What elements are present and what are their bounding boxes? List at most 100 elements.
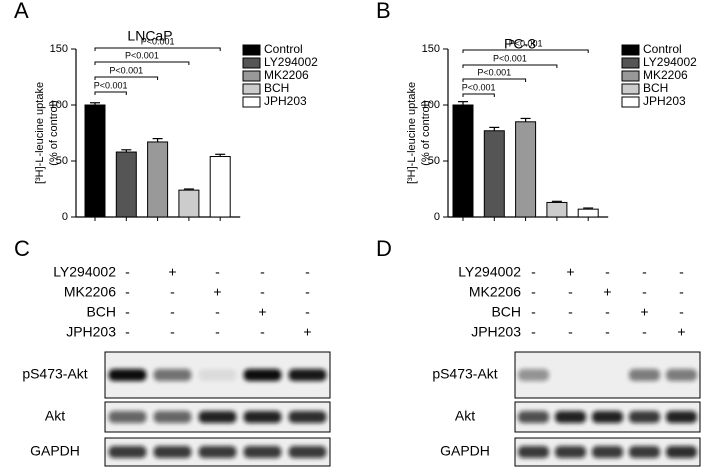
treatment-sign: +	[303, 324, 311, 340]
blot-band	[198, 411, 237, 423]
blot-band	[108, 369, 147, 381]
treatment-sign: -	[568, 304, 573, 320]
legend-swatch	[242, 70, 261, 82]
legend-label: LY294002	[264, 55, 318, 69]
blot-label: GAPDH	[30, 443, 80, 459]
legend-label: JPH203	[643, 94, 686, 108]
bar	[115, 151, 137, 218]
treatment-sign: -	[125, 264, 130, 280]
blot-band	[288, 411, 327, 423]
legend-label: JPH203	[264, 94, 307, 108]
legend-label: LY294002	[643, 55, 697, 69]
blot-band	[108, 411, 147, 423]
blot-band	[517, 446, 550, 458]
blot-band	[665, 411, 698, 423]
bar	[515, 121, 537, 218]
bar	[209, 156, 231, 218]
treatment-label: MK2206	[469, 284, 521, 300]
blot-band	[628, 446, 661, 458]
treatment-sign: -	[260, 324, 265, 340]
significance-bracket	[94, 76, 159, 80]
treatment-label: LY294002	[53, 264, 116, 280]
y-tick-label: 0	[62, 211, 68, 223]
chart-title: PC-3	[504, 36, 536, 52]
treatment-label: BCH	[86, 304, 116, 320]
panel-letter: B	[376, 0, 391, 23]
significance-bracket	[462, 64, 558, 68]
blot-band	[153, 411, 192, 423]
treatment-label: JPH203	[66, 324, 116, 340]
treatment-sign: -	[305, 284, 310, 300]
legend-label: MK2206	[264, 68, 309, 82]
y-tick-label: 100	[422, 99, 440, 111]
treatment-sign: -	[170, 324, 175, 340]
legend-swatch	[621, 70, 640, 82]
blot-band	[198, 446, 237, 458]
blot-label: Akt	[45, 408, 65, 424]
treatment-sign: -	[215, 324, 220, 340]
blot-band	[591, 411, 624, 423]
significance-bracket	[94, 91, 127, 95]
y-axis-title: [³H]-L-leucine uptake	[406, 82, 418, 184]
bar	[483, 130, 505, 218]
blot-band	[665, 446, 698, 458]
treatment-sign: -	[125, 304, 130, 320]
treatment-sign: -	[305, 264, 310, 280]
blot-band	[288, 446, 327, 458]
significance-label: P<0.001	[141, 36, 175, 46]
bar	[84, 104, 106, 218]
significance-label: P<0.001	[94, 80, 128, 90]
treatment-sign: -	[531, 304, 536, 320]
treatment-sign: -	[260, 264, 265, 280]
treatment-sign: -	[642, 264, 647, 280]
significance-label: P<0.001	[493, 53, 527, 63]
legend-label: Control	[264, 42, 303, 56]
treatment-sign: -	[605, 304, 610, 320]
treatment-sign: -	[679, 284, 684, 300]
treatment-sign: -	[260, 284, 265, 300]
treatment-label: LY294002	[458, 264, 521, 280]
blot-band	[198, 369, 237, 381]
treatment-sign: -	[531, 284, 536, 300]
legend-label: Control	[643, 42, 682, 56]
treatment-sign: -	[679, 304, 684, 320]
treatment-sign: +	[566, 264, 574, 280]
significance-bracket	[462, 49, 589, 53]
blot-band	[554, 446, 587, 458]
significance-label: P<0.001	[125, 50, 159, 60]
bar	[452, 104, 474, 218]
significance-bracket	[462, 93, 495, 97]
treatment-sign: -	[568, 324, 573, 340]
legend-swatch	[242, 57, 261, 69]
blot-band	[153, 369, 192, 381]
treatment-sign: -	[125, 284, 130, 300]
legend-swatch	[242, 83, 261, 95]
blot-band	[554, 411, 587, 423]
blot-band	[628, 369, 661, 381]
panel-letter: A	[14, 0, 29, 23]
treatment-sign: -	[215, 304, 220, 320]
treatment-label: JPH203	[471, 324, 521, 340]
treatment-sign: -	[531, 264, 536, 280]
treatment-sign: +	[677, 324, 685, 340]
bar	[178, 189, 200, 218]
treatment-sign: -	[125, 324, 130, 340]
legend-swatch	[242, 44, 261, 56]
treatment-sign: -	[215, 264, 220, 280]
legend-swatch	[621, 57, 640, 69]
blot-band	[665, 369, 698, 381]
bar	[577, 208, 599, 218]
blot-band	[288, 369, 327, 381]
blot-label: GAPDH	[440, 443, 490, 459]
treatment-sign: -	[642, 284, 647, 300]
significance-bracket	[94, 47, 221, 51]
legend-swatch	[242, 96, 261, 108]
significance-label: P<0.001	[509, 38, 543, 48]
blot-band	[153, 446, 192, 458]
treatment-sign: -	[531, 324, 536, 340]
significance-bracket	[462, 78, 527, 82]
y-axis-title: [³H]-L-leucine uptake	[34, 82, 46, 184]
treatment-sign: +	[640, 304, 648, 320]
treatment-label: MK2206	[64, 284, 116, 300]
